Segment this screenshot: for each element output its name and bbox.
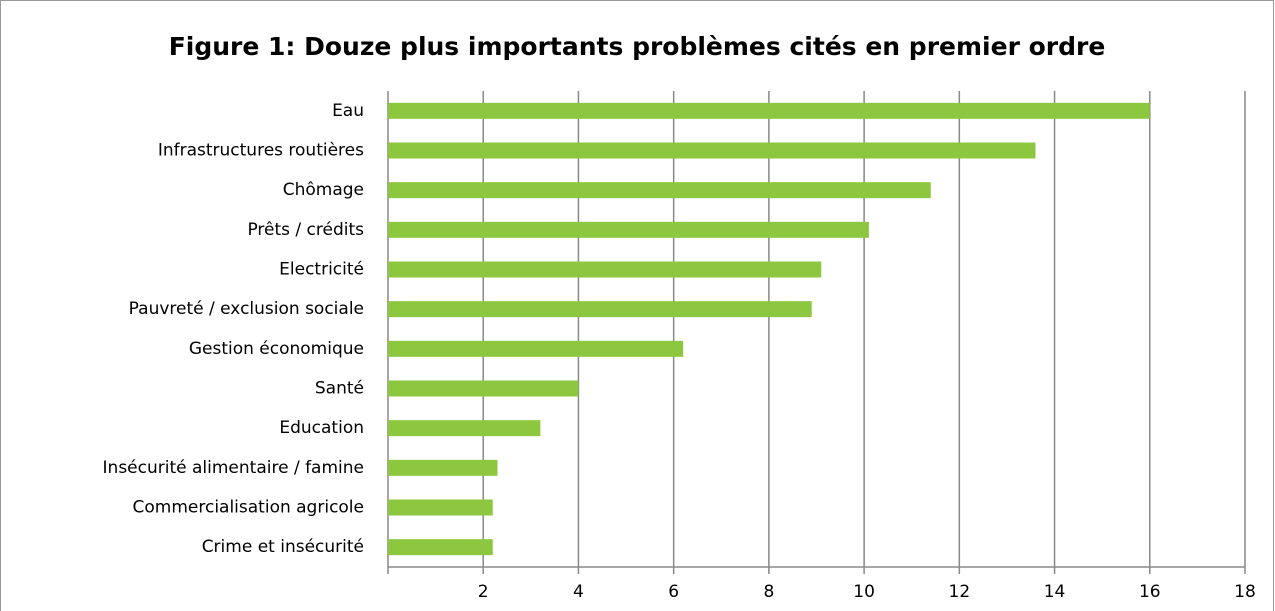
x-tick-label: 14 xyxy=(1044,582,1066,602)
bar xyxy=(388,420,541,437)
bar xyxy=(388,301,812,318)
bar xyxy=(388,380,579,397)
bar xyxy=(388,142,1036,159)
x-tick-label: 18 xyxy=(1234,582,1256,602)
y-tick-label: Santé xyxy=(315,379,364,399)
x-tick-label: 12 xyxy=(949,582,971,602)
y-tick-label: Chômage xyxy=(283,180,364,200)
y-tick-label: Electricité xyxy=(279,260,364,280)
x-tick-label: 4 xyxy=(573,582,584,602)
bar xyxy=(388,459,498,476)
y-tick-label: Commercialisation agricole xyxy=(133,498,365,518)
bar xyxy=(388,340,684,357)
chart-title: Figure 1: Douze plus importants problème… xyxy=(169,32,1106,61)
y-tick-label: Education xyxy=(279,418,364,438)
bar xyxy=(388,539,493,556)
x-tick-label: 2 xyxy=(478,582,489,602)
bar xyxy=(388,261,822,278)
y-tick-label: Prêts / crédits xyxy=(247,220,364,240)
y-tick-label: Infrastructures routières xyxy=(158,141,364,161)
y-tick-label: Insécurité alimentaire / famine xyxy=(103,458,364,478)
bar xyxy=(388,102,1150,119)
bar xyxy=(388,499,493,516)
bar xyxy=(388,182,931,199)
x-tick-label: 10 xyxy=(853,582,875,602)
y-tick-label: Crime et insécurité xyxy=(202,537,364,557)
y-tick-label: Pauvreté / exclusion sociale xyxy=(129,299,364,319)
x-tick-label: 16 xyxy=(1139,582,1161,602)
y-tick-label: Gestion économique xyxy=(189,339,364,359)
x-tick-label: 6 xyxy=(668,582,679,602)
x-tick-label: 8 xyxy=(763,582,774,602)
y-tick-label: Eau xyxy=(332,101,364,121)
bar xyxy=(388,221,869,238)
